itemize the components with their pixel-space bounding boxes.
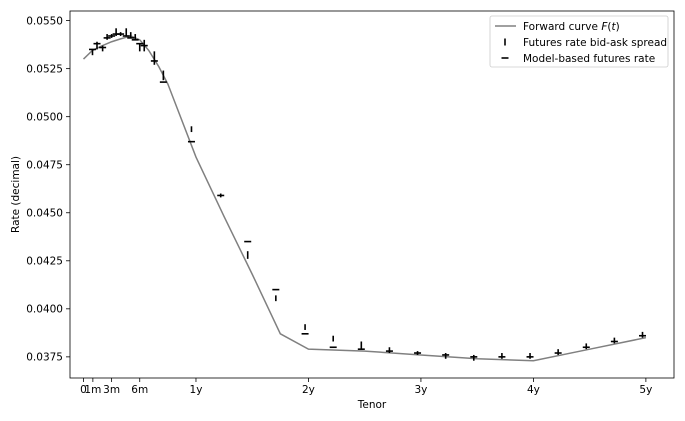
legend-label-forward-curve-close: ) [616,21,620,33]
legend-label-model-futures: Model-based futures rate [523,53,655,65]
legend-label-forward-curve-t: t [611,21,616,33]
legend-item-forward-curve: Forward curve F(t) [495,21,620,33]
x-tick-label: 3m [103,384,120,396]
forward-curve-series [82,35,647,362]
legend-item-model-futures: Model-based futures rate [501,53,655,65]
x-axis: 01m 3m 6m 1y 2y 3y 4y 5y [80,378,652,396]
y-tick-label: 0.0375 [26,352,63,364]
y-tick-label: 0.0400 [26,304,63,316]
model-futures-series [88,33,647,358]
plot-frame [69,10,675,379]
legend-label-forward-curve-base: Forward curve [523,21,601,33]
legend-label-forward-curve-math: F [601,21,608,33]
y-tick-label: 0.0525 [26,63,63,75]
y-tick-label: 0.0500 [26,111,63,123]
x-tick-label: 6m [131,384,148,396]
legend-label-forward-curve: Forward curve F(t) [523,21,620,33]
y-tick-label: 0.0450 [26,208,63,220]
legend-box [489,15,669,68]
y-tick-label: 0.0425 [26,256,63,268]
x-tick-label: 5y [639,384,652,396]
y-tick-label: 0.0475 [26,160,63,172]
x-tick-label: 3y [414,384,427,396]
x-axis-title: Tenor [357,399,387,411]
bid-ask-series [91,28,644,361]
y-axis-title: Rate (decimal) [10,156,22,233]
plot-area [69,10,675,379]
x-tick-label: 2y [302,384,315,396]
forward-curve-line [82,35,647,362]
x-tick-label: 1m [84,384,101,396]
legend-label-bid-ask: Futures rate bid-ask spread [523,37,667,49]
x-tick-label: 4y [527,384,540,396]
y-axis: 0.0375 0.0400 0.0425 0.0450 0.0475 0.0500 0.05… [26,15,70,364]
x-tick-label: 1y [190,384,203,396]
legend-label-forward-curve-paren: ( [607,21,611,33]
x-tick-label: 0 [80,384,87,396]
legend: Forward curve F(t) Futures rate bid-ask … [489,15,669,68]
y-tick-label: 0.0550 [26,15,63,27]
legend-item-bid-ask: Futures rate bid-ask spread [504,37,667,49]
